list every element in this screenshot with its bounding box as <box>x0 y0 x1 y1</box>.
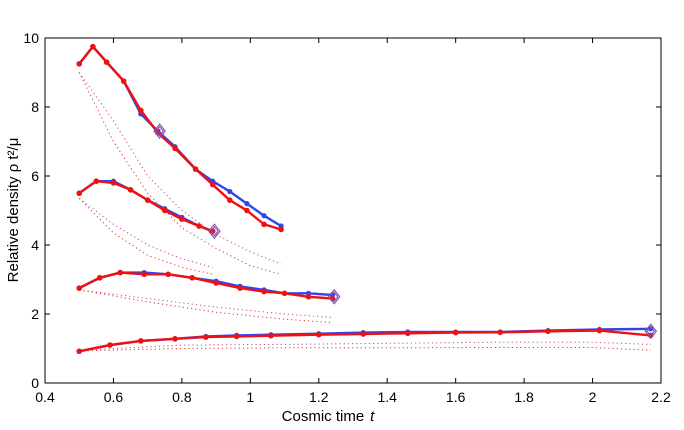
data-point-red <box>76 285 83 291</box>
data-point-red <box>76 190 83 197</box>
data-point-red <box>497 329 503 336</box>
data-point-red <box>76 348 83 355</box>
data-point-red <box>315 331 322 338</box>
data-point-red <box>103 59 110 65</box>
axes-frame <box>44 37 662 384</box>
curve-group-4 <box>76 323 658 355</box>
x-tick-label: 1.2 <box>309 389 329 405</box>
x-tick-label: 0.4 <box>35 389 55 405</box>
y-tick-label: 6 <box>31 168 39 184</box>
data-point-red <box>141 271 148 278</box>
data-point-red <box>127 187 134 193</box>
data-point-red <box>281 290 288 297</box>
data-point-red <box>110 180 117 186</box>
dotted-curve-a <box>78 72 282 265</box>
end-diamond-marker <box>153 123 166 140</box>
data-point-red <box>360 331 367 337</box>
data-point-blue <box>227 188 233 195</box>
data-point-red <box>76 61 83 67</box>
data-point-red <box>305 293 312 300</box>
data-point-red <box>237 285 243 291</box>
end-diamond-marker <box>329 291 339 303</box>
data-point-red <box>90 43 96 50</box>
data-point-red <box>120 78 127 84</box>
data-point-red <box>244 207 250 214</box>
end-diamond-marker <box>210 225 219 237</box>
data-point-red <box>233 333 240 340</box>
end-diamond-marker <box>155 125 164 137</box>
data-point-red <box>172 145 178 152</box>
x-tick-label: 0.8 <box>172 389 192 405</box>
data-point-red <box>209 181 216 188</box>
data-point-red <box>196 223 202 229</box>
data-point-red <box>192 166 199 172</box>
data-point-red <box>138 338 144 344</box>
data-point-red <box>172 336 178 342</box>
data-point-red <box>227 197 233 203</box>
y-tick-label: 4 <box>31 237 39 253</box>
data-point-red <box>268 332 274 339</box>
data-point-red <box>261 221 267 228</box>
series-line-red <box>78 44 282 231</box>
series-line-blue <box>78 271 333 297</box>
dotted-curve-b <box>78 72 282 275</box>
end-diamond-marker <box>208 223 221 240</box>
plot-area <box>76 43 658 355</box>
dotted-curve-a <box>79 289 333 318</box>
data-point-red <box>545 328 551 335</box>
dotted-curve-b <box>79 347 651 352</box>
curve-group-2 <box>76 178 221 275</box>
end-diamond-marker <box>327 288 341 305</box>
x-tick-label: 1 <box>246 389 254 405</box>
data-point-red <box>93 178 100 184</box>
dotted-curve-a <box>78 198 213 268</box>
series-line-red <box>78 271 333 300</box>
data-point-red <box>596 327 603 334</box>
y-tick-label: 2 <box>31 306 39 322</box>
curve-group-3 <box>76 269 341 324</box>
x-tick-label: 0.6 <box>104 389 124 405</box>
end-diamond-marker <box>644 323 658 340</box>
data-point-red <box>138 107 144 114</box>
series-line-red <box>78 179 214 233</box>
y-tick-label: 8 <box>31 99 39 115</box>
x-tick-label: 1.4 <box>377 389 397 405</box>
data-point-red <box>189 274 195 281</box>
x-axis-label: Cosmic time t <box>282 408 376 425</box>
data-point-blue <box>261 213 267 219</box>
data-point-red <box>404 330 411 337</box>
x-tick-label: 1.8 <box>514 389 534 405</box>
data-point-red <box>144 197 151 203</box>
dotted-curve-b <box>78 198 213 275</box>
y-tick-label: 0 <box>31 375 39 391</box>
end-diamond-marker <box>646 325 656 337</box>
dotted-curve-a <box>79 341 651 351</box>
x-tick-label: 2.2 <box>651 389 671 405</box>
ticks: 0.4 0.6 0.8 1 1.2 1.4 1.6 1.8 2 2.2 0 2 4 6 8 10 <box>23 30 671 405</box>
data-point-red <box>161 207 168 214</box>
curve-group-1 <box>76 43 284 275</box>
data-point-red <box>452 329 459 336</box>
data-point-red <box>179 216 185 222</box>
data-point-red <box>213 280 219 286</box>
data-point-red <box>261 288 267 295</box>
data-point-red <box>203 334 209 340</box>
data-point-red <box>107 342 113 348</box>
data-point-red <box>278 226 284 233</box>
data-point-red <box>117 269 124 276</box>
y-tick-label: 10 <box>23 30 39 46</box>
dotted-curve-b <box>79 289 333 324</box>
x-tick-label: 1.6 <box>446 389 466 405</box>
data-point-red <box>96 274 103 281</box>
data-point-red <box>165 271 171 278</box>
data-point-blue <box>244 201 250 207</box>
series-line-blue <box>78 44 282 228</box>
y-axis-label: Relative density ρ t²/μ <box>5 138 22 283</box>
x-tick-label: 2 <box>589 389 597 405</box>
